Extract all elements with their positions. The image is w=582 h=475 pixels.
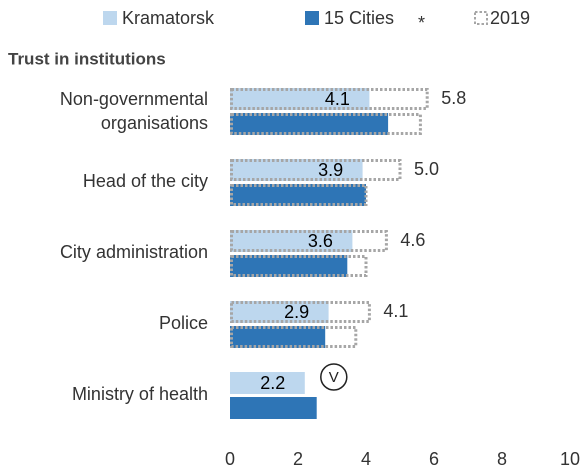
value-label-2019: 4.6 bbox=[400, 230, 425, 250]
legend-label: 15 Cities bbox=[324, 8, 394, 28]
category-line: organisations bbox=[101, 113, 208, 133]
value-label-2019: 5.8 bbox=[441, 88, 466, 108]
annotation: V bbox=[329, 369, 339, 386]
bar bbox=[230, 326, 326, 348]
bar-2019 bbox=[230, 113, 422, 135]
bar bbox=[230, 88, 370, 110]
bar-2019 bbox=[230, 184, 368, 206]
legend-note: * bbox=[418, 13, 425, 33]
bar bbox=[230, 113, 389, 135]
bar bbox=[230, 159, 363, 181]
x-tick-label: 8 bbox=[497, 449, 507, 469]
x-tick-label: 2 bbox=[293, 449, 303, 469]
value-label: 4.1 bbox=[325, 89, 350, 109]
legend-label: 2019 bbox=[490, 8, 530, 28]
category-label: Head of the city bbox=[83, 171, 208, 191]
value-label: 2.9 bbox=[284, 302, 309, 322]
annotation-circle bbox=[320, 363, 348, 391]
value-label: 2.2 bbox=[260, 373, 285, 393]
bar bbox=[230, 301, 329, 323]
x-tick-label: 6 bbox=[429, 449, 439, 469]
value-label-2019: 4.1 bbox=[383, 301, 408, 321]
bar bbox=[230, 255, 348, 277]
category-label: Police bbox=[159, 313, 208, 333]
category-line: Non-governmental bbox=[60, 89, 208, 109]
chart-subtitle: Trust in institutions bbox=[8, 49, 166, 68]
x-tick-label: 4 bbox=[361, 449, 371, 469]
bar-2019 bbox=[230, 88, 429, 110]
legend-swatch bbox=[474, 11, 488, 25]
x-tick-label: 0 bbox=[225, 449, 235, 469]
bar bbox=[230, 230, 353, 252]
legend-swatch bbox=[103, 11, 117, 25]
category-label: City administration bbox=[60, 242, 208, 262]
bar bbox=[230, 397, 317, 419]
bar-2019 bbox=[230, 255, 368, 277]
value-label-2019: 5.0 bbox=[414, 159, 439, 179]
category-label: Non-governmental organisations bbox=[60, 89, 208, 133]
category-label: Ministry of health bbox=[72, 384, 208, 404]
bar bbox=[230, 184, 366, 206]
bar bbox=[230, 372, 305, 394]
legend-label: Kramatorsk bbox=[122, 8, 215, 28]
bar-2019 bbox=[230, 230, 388, 252]
bar-2019 bbox=[230, 301, 371, 323]
value-label: 3.6 bbox=[308, 231, 333, 251]
legend-swatch bbox=[305, 11, 319, 25]
bar-2019 bbox=[230, 159, 402, 181]
x-tick-label: 10 bbox=[560, 449, 580, 469]
value-label: 3.9 bbox=[318, 160, 343, 180]
